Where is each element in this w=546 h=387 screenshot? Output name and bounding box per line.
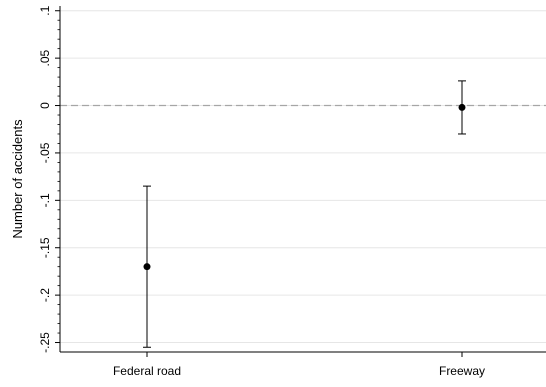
y-tick-label-6: -.2 (38, 288, 52, 302)
y-tick-label-0: .1 (38, 5, 52, 15)
estimate-point-0 (143, 263, 151, 271)
y-tick-label-4: -.1 (38, 193, 52, 207)
y-tick-label-2: 0 (38, 102, 52, 109)
x-tick-label-1: Freeway (439, 364, 485, 378)
y-tick-label-3: -.05 (38, 142, 52, 163)
estimate-point-1 (458, 103, 466, 111)
y-axis-label: Number of accidents (10, 119, 25, 239)
y-ticks: .1 .05 0 -.05 -.1 -.15 -.2 -.25 (38, 5, 60, 353)
y-tick-label-1: .05 (38, 49, 52, 66)
x-ticks: Federal road Freeway (113, 352, 485, 378)
estimate-series (143, 80, 466, 348)
y-tick-label-7: -.25 (38, 332, 52, 353)
axes (59, 6, 546, 353)
y-tick-label-5: -.15 (38, 237, 52, 258)
x-tick-label-0: Federal road (113, 364, 181, 378)
